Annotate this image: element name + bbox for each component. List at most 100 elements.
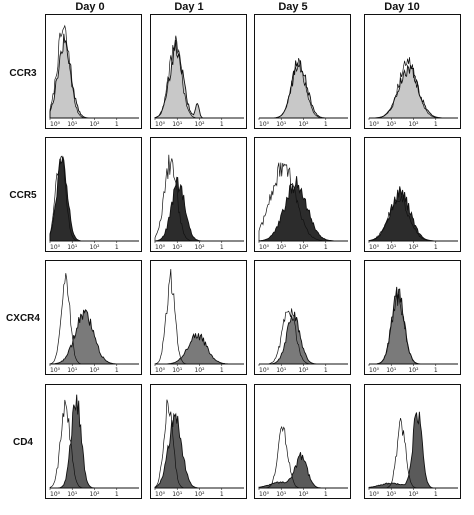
- histogram-panel-cd4-day-1: 10⁰ 10¹ 10² 1: [150, 384, 247, 499]
- row-label-cxcr4: CXCR4: [6, 313, 40, 324]
- stained-histogram: [259, 60, 348, 119]
- stained-histogram: [369, 286, 458, 365]
- histogram-svg: 10⁰ 10¹ 10² 1: [154, 154, 244, 251]
- histogram-panel-cd4-day-5: 10⁰ 10¹ 10² 1: [254, 384, 351, 499]
- histogram-panel-ccr5-day-10: 10⁰ 10¹ 10² 1: [364, 137, 461, 252]
- x-tick-label: 10¹: [386, 367, 397, 374]
- x-tick-label: 10²: [408, 121, 419, 128]
- x-tick-label: 10⁰: [50, 121, 61, 128]
- histogram-svg: 10⁰ 10¹ 10² 1: [49, 155, 139, 251]
- histogram-svg: 10⁰ 10¹ 10² 1: [154, 35, 244, 128]
- column-label-day-10: Day 10: [384, 1, 420, 13]
- histogram-panel-ccr3-day-10: 10⁰ 10¹ 10² 1: [364, 14, 461, 129]
- x-tick-label: 10²: [298, 491, 309, 498]
- control-histogram: [154, 154, 244, 242]
- x-tick-label: 1: [115, 491, 119, 498]
- x-tick-label: 10⁰: [155, 244, 166, 251]
- x-tick-label: 10²: [194, 121, 205, 128]
- row-label-cd4: CD4: [12, 437, 33, 448]
- x-tick-label: 10¹: [67, 491, 78, 498]
- x-tick-label: 10¹: [276, 491, 287, 498]
- histogram-panel-ccr3-day-1: 10⁰ 10¹ 10² 1: [150, 14, 247, 129]
- x-tick-label: 10²: [194, 367, 205, 374]
- x-tick-label: 10¹: [386, 121, 397, 128]
- x-tick-label: 10¹: [386, 491, 397, 498]
- column-label-day-0: Day 0: [75, 1, 105, 13]
- histogram-panel-cxcr4-day-10: 10⁰ 10¹ 10² 1: [364, 260, 461, 375]
- control-histogram: [368, 195, 458, 242]
- x-tick-label: 10¹: [276, 121, 287, 128]
- x-tick-label: 10⁰: [259, 491, 270, 498]
- x-tick-label: 10¹: [172, 367, 183, 374]
- x-tick-label: 10²: [408, 367, 419, 374]
- column-label-day-1: Day 1: [174, 1, 204, 13]
- x-tick-label: 10²: [408, 244, 419, 251]
- histogram-svg: 10⁰ 10¹ 10² 1: [154, 399, 244, 498]
- histogram-svg: 10⁰ 10¹ 10² 1: [258, 57, 348, 128]
- x-tick-label: 1: [434, 367, 438, 374]
- x-tick-label: 10¹: [386, 244, 397, 251]
- stained-histogram: [368, 186, 458, 242]
- x-tick-label: 10¹: [172, 121, 183, 128]
- x-tick-label: 1: [115, 121, 119, 128]
- histogram-panel-ccr5-day-0: 10⁰ 10¹ 10² 1: [45, 137, 142, 252]
- row-label-ccr5: CCR5: [9, 190, 37, 201]
- histogram-svg: 10⁰ 10¹ 10² 1: [258, 308, 348, 374]
- histogram-svg: 10⁰ 10¹ 10² 1: [49, 394, 139, 498]
- histogram-svg: 10⁰ 10¹ 10² 1: [368, 411, 458, 498]
- x-tick-label: 1: [434, 121, 438, 128]
- x-tick-label: 10²: [194, 244, 205, 251]
- control-histogram: [154, 35, 244, 119]
- histogram-svg: 10⁰ 10¹ 10² 1: [49, 24, 139, 128]
- x-tick-label: 10¹: [67, 244, 78, 251]
- histogram-panel-cxcr4-day-0: 10⁰ 10¹ 10² 1: [45, 260, 142, 375]
- x-tick-label: 10¹: [172, 244, 183, 251]
- x-tick-label: 1: [324, 244, 328, 251]
- x-tick-label: 1: [324, 491, 328, 498]
- control-histogram: [154, 268, 244, 365]
- histogram-svg: 10⁰ 10¹ 10² 1: [368, 57, 458, 128]
- stained-histogram: [258, 176, 348, 242]
- histogram-panel-cxcr4-day-1: 10⁰ 10¹ 10² 1: [150, 260, 247, 375]
- x-tick-label: 10²: [89, 491, 100, 498]
- stained-histogram: [50, 394, 139, 489]
- stained-histogram: [259, 311, 348, 365]
- x-tick-label: 10²: [89, 121, 100, 128]
- x-tick-label: 10⁰: [369, 244, 380, 251]
- x-tick-label: 1: [115, 367, 119, 374]
- x-tick-label: 10²: [298, 367, 309, 374]
- x-tick-label: 10²: [298, 121, 309, 128]
- x-tick-label: 10⁰: [155, 367, 166, 374]
- histogram-panel-ccr3-day-0: 10⁰ 10¹ 10² 1: [45, 14, 142, 129]
- stained-histogram: [368, 411, 458, 489]
- control-histogram: [369, 57, 458, 119]
- stained-histogram: [49, 308, 139, 365]
- histogram-panel-ccr3-day-5: 10⁰ 10¹ 10² 1: [254, 14, 351, 129]
- control-histogram: [259, 308, 348, 365]
- x-tick-label: 1: [220, 121, 224, 128]
- control-histogram: [369, 292, 458, 365]
- histogram-svg: 10⁰ 10¹ 10² 1: [368, 286, 458, 374]
- x-tick-label: 10⁰: [369, 491, 380, 498]
- x-tick-label: 10¹: [276, 244, 287, 251]
- histogram-panel-cxcr4-day-5: 10⁰ 10¹ 10² 1: [254, 260, 351, 375]
- x-tick-label: 10⁰: [50, 244, 61, 251]
- control-histogram: [258, 162, 348, 242]
- histogram-svg: 10⁰ 10¹ 10² 1: [368, 186, 458, 251]
- x-tick-label: 1: [115, 244, 119, 251]
- x-tick-label: 10⁰: [50, 367, 61, 374]
- control-histogram: [49, 155, 139, 242]
- x-tick-label: 10²: [408, 491, 419, 498]
- control-histogram: [259, 57, 348, 119]
- x-tick-label: 10⁰: [369, 367, 380, 374]
- histogram-svg: 10⁰ 10¹ 10² 1: [49, 273, 139, 374]
- control-histogram: [369, 418, 458, 489]
- stained-histogram: [155, 332, 244, 365]
- x-tick-label: 10²: [89, 367, 100, 374]
- x-tick-label: 10⁰: [155, 121, 166, 128]
- x-tick-label: 10¹: [67, 367, 78, 374]
- x-tick-label: 10¹: [172, 491, 183, 498]
- stained-histogram: [369, 64, 458, 119]
- histogram-panel-ccr5-day-1: 10⁰ 10¹ 10² 1: [150, 137, 247, 252]
- x-tick-label: 1: [220, 491, 224, 498]
